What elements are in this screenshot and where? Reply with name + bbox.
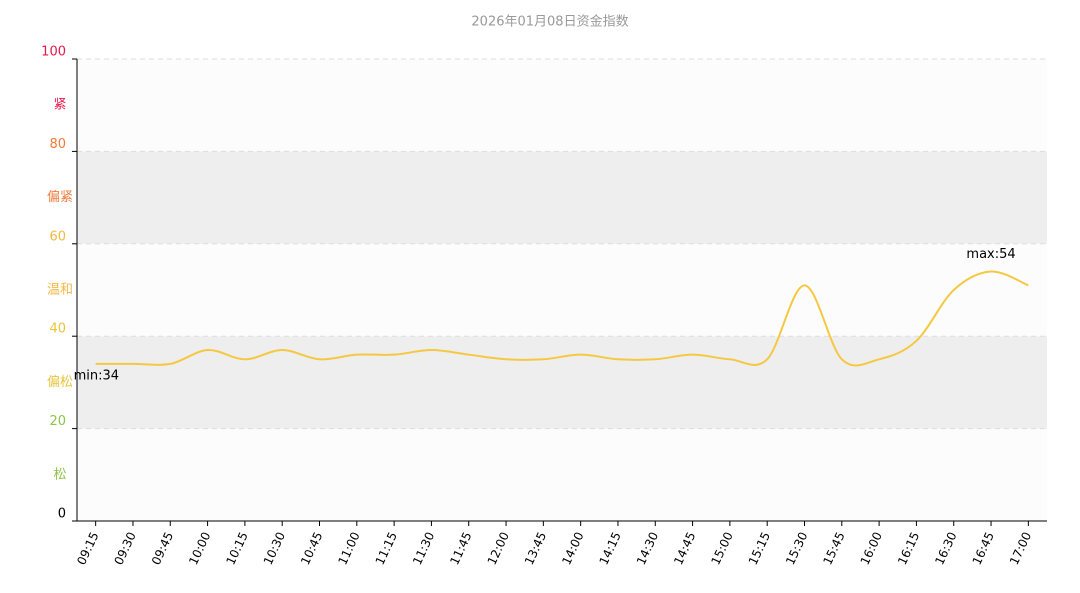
y-tick-label: 40 [49,322,66,337]
x-tick-label: 16:00 [858,530,885,567]
x-tick-label: 10:15 [223,530,250,567]
band-label: 紧 [53,98,66,113]
x-tick-label: 15:00 [708,530,735,567]
x-tick-label: 12:00 [485,530,512,567]
line [95,270,1029,367]
y-tick-label: 0 [58,507,66,522]
x-tick-label: 14:45 [671,530,698,567]
band-label: 偏松 [47,375,73,390]
band [77,428,1047,521]
x-tick-label: 09:30 [112,530,139,567]
x-tick-label: 15:30 [783,530,810,567]
x-tick-label: 11:30 [410,530,437,567]
x-tick-label: 13:45 [522,530,549,567]
x-tick-label: 09:15 [74,530,101,567]
band [77,59,1047,152]
x-tick-label: 15:45 [820,530,847,567]
y-tick-label: 20 [49,414,66,429]
band-label: 温和 [47,283,73,298]
y-tick-label: 100 [41,45,66,60]
x-tick-label: 17:00 [1007,530,1034,567]
x-tick-label: 14:15 [597,530,624,567]
x-tick-label: 11:00 [335,530,362,567]
annotation: max:54 [966,247,1015,262]
x-tick-label: 11:15 [373,530,400,567]
x-tick-label: 14:30 [634,530,661,567]
x-tick-label: 10:30 [261,530,288,567]
x-tick-label: 10:00 [186,530,213,567]
x-tick-label: 16:30 [932,530,959,567]
band [77,243,1047,337]
x-tick-label: 15:15 [746,530,773,567]
band [77,151,1047,244]
x-tick-label: 11:45 [447,530,474,567]
y-tick-label: 80 [49,137,66,152]
y-tick-label: 60 [49,229,66,244]
x-tick-label: 14:00 [559,530,586,567]
band [77,336,1047,429]
band-label: 偏紧 [47,190,73,205]
chart-title: 2026年01月08日资金指数 [471,14,628,30]
x-tick-label: 09:45 [149,530,176,567]
band-label: 松 [53,467,66,482]
x-tick-label: 10:45 [298,530,325,567]
x-tick-label: 16:45 [970,530,997,567]
annotation: min:34 [74,368,119,383]
x-tick-label: 16:15 [895,530,922,567]
